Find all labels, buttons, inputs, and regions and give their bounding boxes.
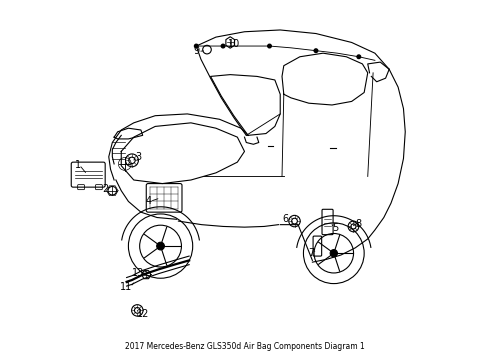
Text: 8: 8 (354, 219, 361, 229)
Circle shape (313, 49, 317, 53)
Circle shape (156, 242, 164, 250)
Circle shape (329, 249, 337, 257)
Text: 1: 1 (75, 159, 81, 170)
Text: 6: 6 (282, 214, 288, 224)
Text: 2: 2 (102, 184, 108, 194)
Text: 10: 10 (228, 39, 240, 49)
Text: 12: 12 (137, 309, 149, 319)
Circle shape (267, 44, 271, 48)
Text: 13: 13 (131, 268, 143, 278)
Circle shape (356, 55, 360, 59)
Text: 2017 Mercedes-Benz GLS350d Air Bag Components Diagram 1: 2017 Mercedes-Benz GLS350d Air Bag Compo… (124, 342, 364, 351)
Circle shape (194, 44, 198, 48)
Text: 4: 4 (145, 197, 151, 206)
Text: 5: 5 (331, 223, 338, 233)
Text: 3: 3 (135, 153, 142, 162)
Text: 7: 7 (307, 248, 313, 258)
Circle shape (221, 44, 224, 48)
Text: 9: 9 (193, 46, 200, 57)
Text: 11: 11 (120, 282, 132, 292)
